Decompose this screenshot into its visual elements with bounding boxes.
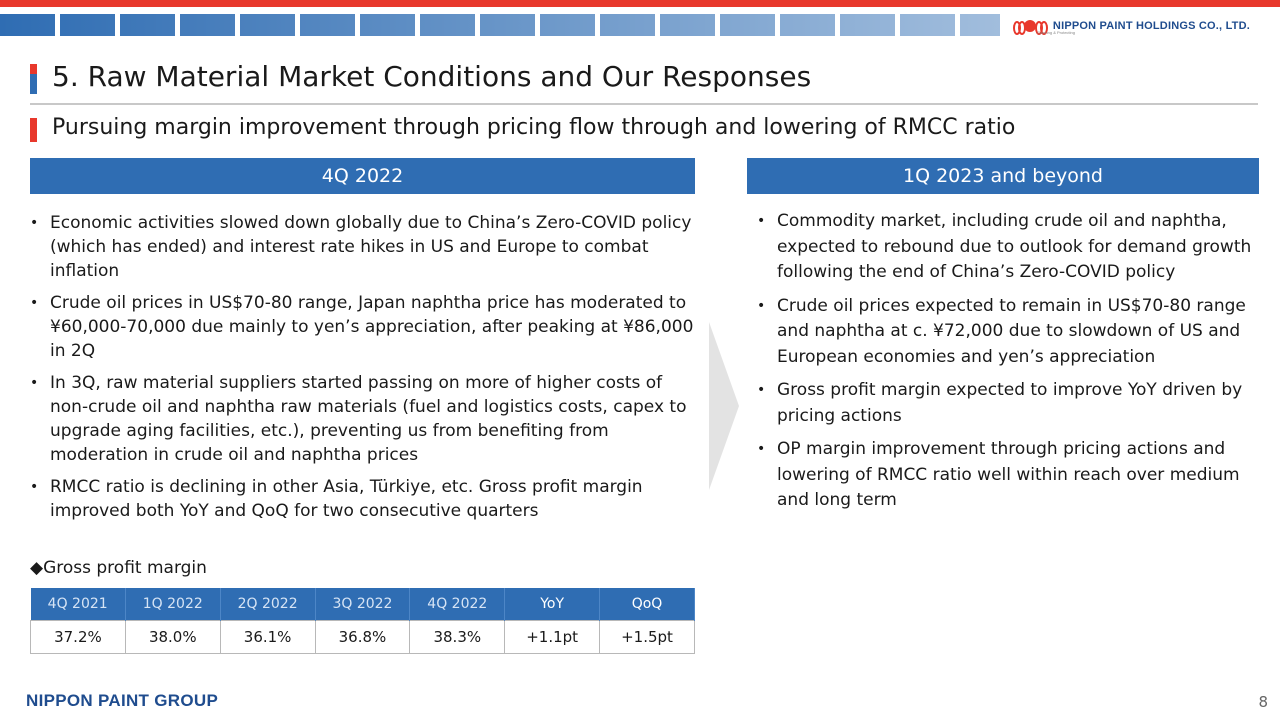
page-title: 5. Raw Material Market Conditions and Ou… — [52, 60, 812, 93]
column-header: 3Q 2022 — [315, 588, 411, 621]
company-logo: NIPPON PAINT HOLDINGS CO., LTD. — [1012, 16, 1250, 36]
table-cell: 36.8% — [314, 620, 411, 654]
title-marker — [30, 64, 37, 94]
table-cell: 38.3% — [409, 620, 506, 654]
left-panel-heading: 4Q 2022 — [30, 158, 695, 194]
company-tagline: Coloring & Protecting — [1037, 30, 1075, 35]
company-logo-mark — [1012, 18, 1048, 35]
page-subtitle: Pursuing margin improvement through pric… — [52, 115, 1016, 140]
top-banner-band — [0, 14, 1000, 36]
column-header: 4Q 2022 — [409, 588, 506, 621]
title-divider — [30, 103, 1258, 105]
page-number: 8 — [1258, 693, 1268, 711]
table-cell: +1.5pt — [599, 620, 695, 654]
list-item: Crude oil prices expected to remain in U… — [757, 294, 1257, 371]
table-cell: 38.0% — [124, 620, 221, 654]
gross-profit-margin-table: 4Q 2021 1Q 2022 2Q 2022 3Q 2022 4Q 2022 … — [30, 588, 695, 654]
table-cell: +1.1pt — [504, 620, 601, 654]
table-cell: 36.1% — [219, 620, 316, 654]
list-item: OP margin improvement through pricing ac… — [757, 437, 1257, 514]
top-accent-stripe — [0, 0, 1280, 7]
right-panel-heading: 1Q 2023 and beyond — [747, 158, 1259, 194]
table-cell: 37.2% — [30, 620, 126, 654]
table-row: 37.2% 38.0% 36.1% 36.8% 38.3% +1.1pt +1.… — [30, 620, 695, 654]
chevron-right-icon — [709, 322, 739, 490]
column-header: 2Q 2022 — [220, 588, 316, 621]
top-band-gap — [1000, 14, 1280, 36]
list-item: RMCC ratio is declining in other Asia, T… — [30, 475, 695, 523]
table-header-row: 4Q 2021 1Q 2022 2Q 2022 3Q 2022 4Q 2022 … — [30, 588, 695, 621]
right-bullet-list: Commodity market, including crude oil an… — [757, 209, 1257, 522]
list-item: Crude oil prices in US$70-80 range, Japa… — [30, 291, 695, 363]
left-bullet-list: Economic activities slowed down globally… — [30, 211, 695, 531]
list-item: Economic activities slowed down globally… — [30, 211, 695, 283]
company-name: NIPPON PAINT HOLDINGS CO., LTD. — [1052, 20, 1250, 32]
gross-profit-margin-label: ◆Gross profit margin — [30, 558, 207, 578]
column-header: YoY — [504, 588, 601, 621]
list-item: Commodity market, including crude oil an… — [757, 209, 1257, 286]
column-header: 4Q 2021 — [30, 588, 126, 621]
subtitle-marker — [30, 118, 37, 142]
group-logo: NIPPON PAINT GROUP — [26, 691, 219, 710]
column-header: 1Q 2022 — [125, 588, 221, 621]
column-header: QoQ — [599, 588, 695, 621]
list-item: In 3Q, raw material suppliers started pa… — [30, 371, 695, 467]
list-item: Gross profit margin expected to improve … — [757, 378, 1257, 429]
